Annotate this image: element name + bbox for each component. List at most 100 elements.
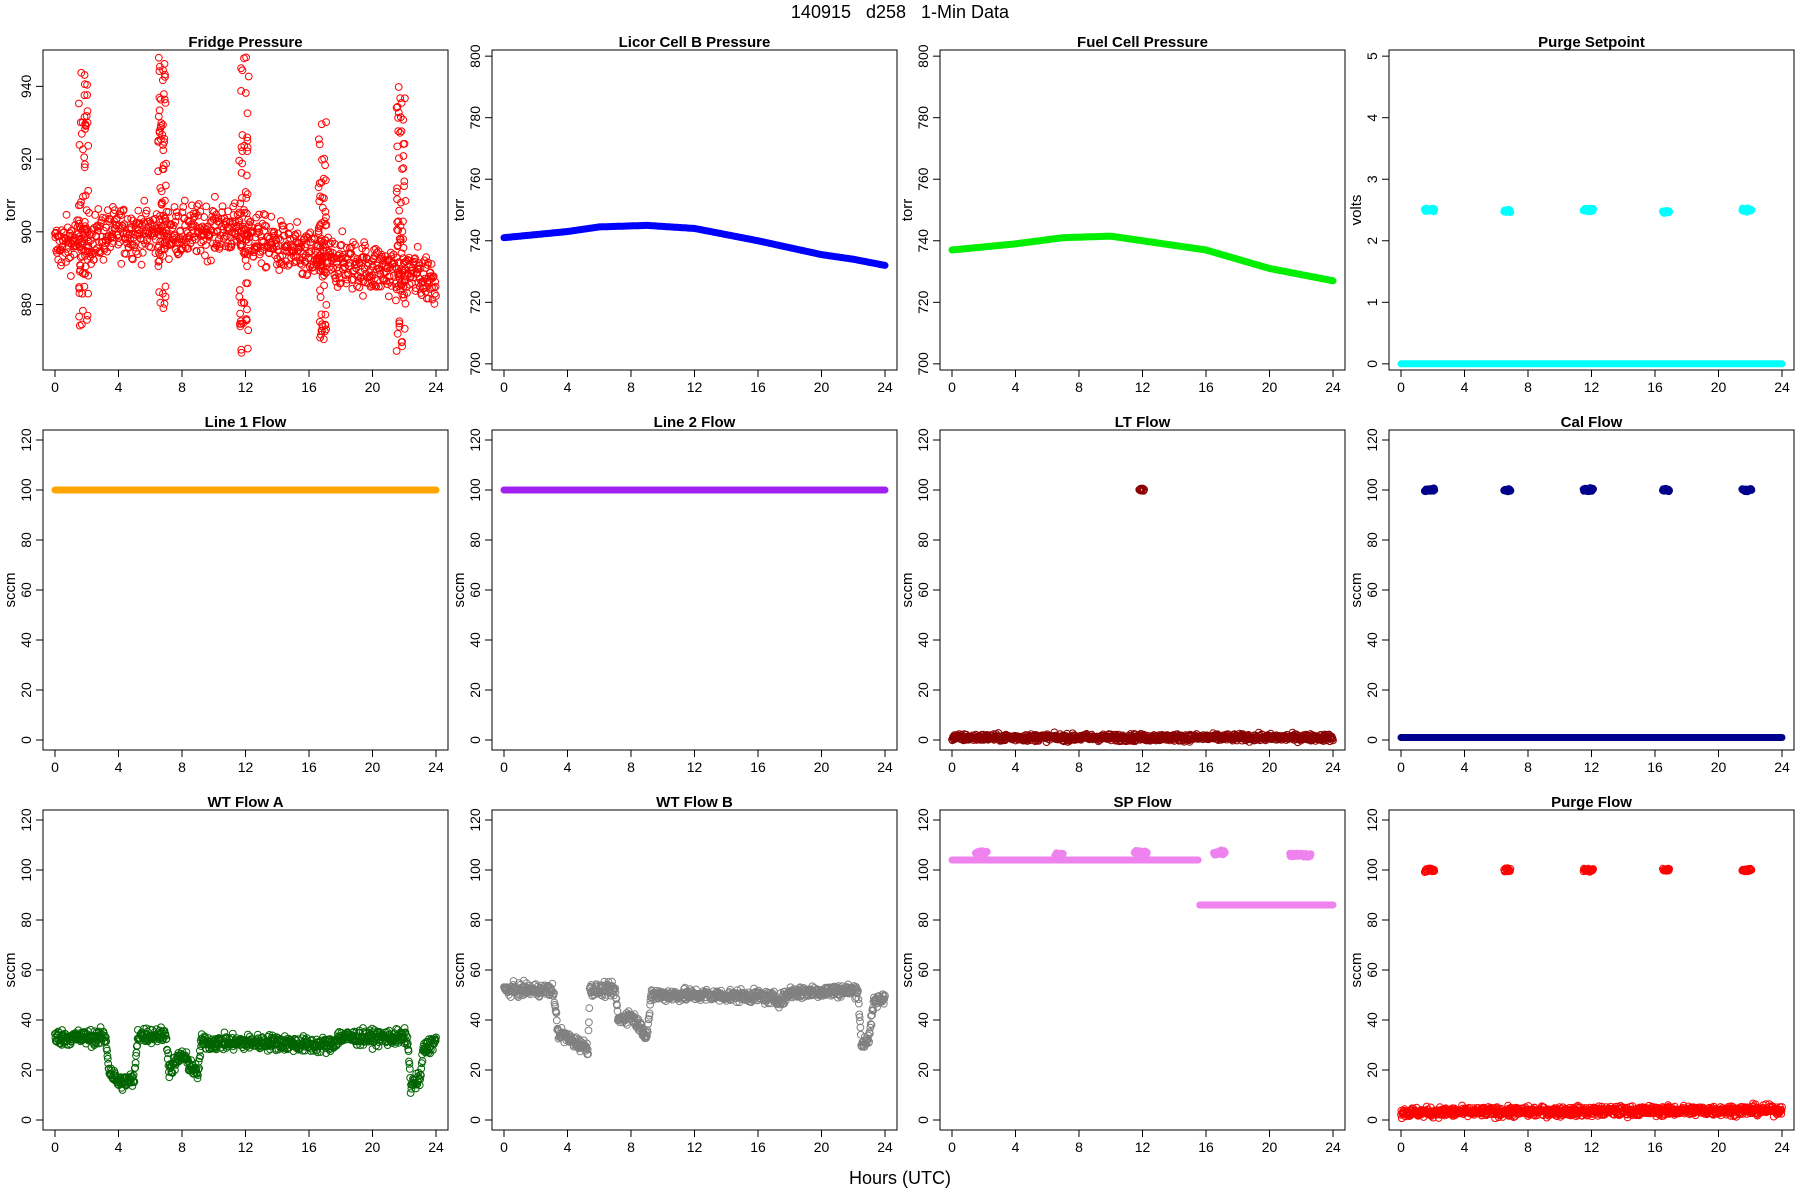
data-point xyxy=(270,227,279,236)
data-point xyxy=(355,259,364,268)
data-point xyxy=(172,212,180,221)
x-tick-label: 12 xyxy=(1584,759,1600,775)
panel-frame xyxy=(491,49,898,371)
spike-point xyxy=(318,260,327,269)
y-tick-label: 120 xyxy=(1364,428,1380,452)
spike-point xyxy=(395,319,404,328)
x-tick-label: 4 xyxy=(1012,379,1020,395)
x-tick-label: 12 xyxy=(1584,1139,1600,1155)
data-point xyxy=(431,277,440,286)
data-point xyxy=(280,261,288,269)
data-point xyxy=(286,223,294,231)
spike-point xyxy=(161,282,170,291)
x-tick-label: 8 xyxy=(1075,379,1083,395)
spike-point xyxy=(159,161,168,170)
data-point xyxy=(76,253,85,262)
panel-frame xyxy=(939,429,1346,751)
data-point xyxy=(120,220,128,229)
data-point xyxy=(180,196,189,205)
spike-point xyxy=(395,258,403,267)
y-tick-label: 0 xyxy=(467,1116,483,1124)
y-tick-label: 80 xyxy=(467,912,483,928)
data-point xyxy=(223,226,232,235)
y-tick-label: 900 xyxy=(18,220,34,244)
data-point xyxy=(295,243,304,252)
spike-point xyxy=(400,324,409,333)
y-tick-label: 60 xyxy=(18,962,34,978)
spike-point xyxy=(317,237,326,246)
data-point xyxy=(378,252,386,261)
x-tick-label: 24 xyxy=(428,1139,444,1155)
x-tick-label: 20 xyxy=(814,759,830,775)
spike-point xyxy=(393,329,402,338)
data-point xyxy=(405,280,414,289)
data-point xyxy=(106,243,115,252)
spike-point xyxy=(237,64,246,73)
spike-point xyxy=(79,306,87,315)
cluster-point xyxy=(1058,849,1067,858)
spike-point xyxy=(396,113,405,122)
data-point xyxy=(209,228,218,237)
data-point xyxy=(88,230,96,239)
y-tick-label: 100 xyxy=(18,858,34,882)
spike-point xyxy=(399,152,408,160)
spike-point xyxy=(321,176,330,185)
y-tick-label: 100 xyxy=(915,478,931,502)
cluster-point xyxy=(1665,207,1673,216)
spike-point xyxy=(317,120,326,129)
data-point xyxy=(429,272,438,281)
spike-point xyxy=(242,279,251,288)
x-tick-label: 20 xyxy=(814,1139,830,1155)
data-point xyxy=(138,248,147,257)
data-point xyxy=(65,254,73,263)
spike-point xyxy=(76,235,85,243)
spike-point xyxy=(316,293,325,302)
spike-point xyxy=(154,53,163,62)
spike-point xyxy=(398,165,407,173)
panel-title: WT Flow A xyxy=(207,794,283,811)
y-tick-label: 740 xyxy=(915,229,931,253)
data-points xyxy=(51,1023,440,1097)
data-points xyxy=(1397,484,1786,741)
data-point xyxy=(108,239,117,248)
spike-point xyxy=(315,135,323,144)
y-tick-label: 40 xyxy=(18,1012,34,1028)
data-point xyxy=(297,242,306,251)
spike-point xyxy=(161,99,170,107)
x-tick-label: 0 xyxy=(1397,379,1405,395)
spike-point xyxy=(401,275,410,284)
spike-point xyxy=(240,54,248,63)
panel-title: Line 1 Flow xyxy=(205,414,287,431)
spike-point xyxy=(80,270,89,279)
data-point xyxy=(134,206,143,215)
x-tick-label: 0 xyxy=(948,1139,956,1155)
data-point xyxy=(359,292,367,300)
x-tick-label: 20 xyxy=(1262,379,1278,395)
data-point xyxy=(262,222,271,231)
y-tick-label: 20 xyxy=(467,1062,483,1078)
spike-point xyxy=(401,197,410,205)
y-tick-label: 40 xyxy=(915,632,931,648)
spike-point xyxy=(395,206,404,215)
spike-point xyxy=(235,216,244,225)
spike-point xyxy=(241,226,250,234)
data-point xyxy=(192,209,200,218)
data-point xyxy=(102,223,111,232)
spike-point xyxy=(155,106,164,115)
spike-point xyxy=(75,312,83,321)
data-point xyxy=(196,246,205,255)
data-point xyxy=(384,292,393,301)
data-point xyxy=(261,221,269,230)
x-tick-label: 4 xyxy=(1012,1139,1020,1155)
x-tick-label: 4 xyxy=(564,1139,572,1155)
spike-point xyxy=(235,221,244,229)
data-point xyxy=(309,234,318,243)
data-point xyxy=(367,272,375,281)
y-tick-label: 700 xyxy=(915,352,931,376)
data-point xyxy=(292,257,301,266)
spike-point xyxy=(81,222,90,231)
y-axis-label: sccm xyxy=(451,573,468,608)
data-point xyxy=(92,222,101,231)
data-point xyxy=(585,1018,593,1027)
